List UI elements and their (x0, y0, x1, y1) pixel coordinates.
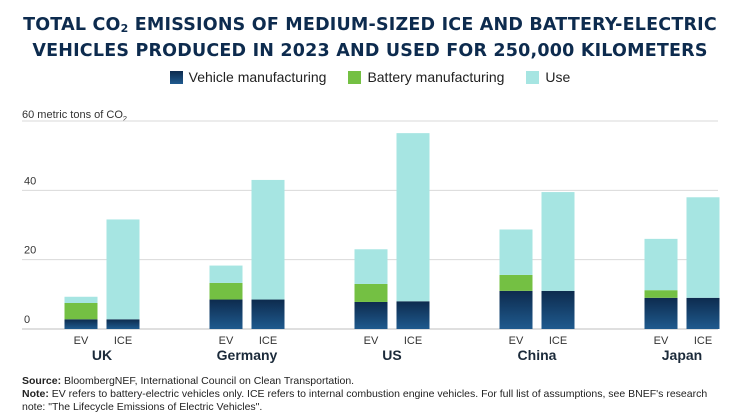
bar-use-segment (354, 249, 388, 284)
legend: Vehicle manufacturing Battery manufactur… (0, 69, 740, 85)
y-tick-label: 40 (24, 175, 36, 187)
bar-vehicle-segment (686, 297, 720, 329)
bar-vehicle-segment (396, 301, 430, 329)
x-tick-label: EV (364, 335, 379, 347)
group-label: Japan (662, 347, 702, 363)
x-tick-label: EV (654, 335, 669, 347)
y-axis-label: 60 metric tons of CO2 (22, 109, 128, 124)
legend-swatch-vehicle (169, 70, 183, 84)
bar-vehicle-segment (106, 319, 140, 329)
bar-vehicle-segment (644, 297, 678, 329)
x-tick-label: EV (219, 335, 234, 347)
bar-vehicle-segment (541, 290, 575, 329)
x-tick-label: EV (509, 335, 524, 347)
group-label: US (382, 347, 401, 363)
bar-vehicle-segment (251, 299, 285, 329)
footnote: Note: EV refers to battery-electric vehi… (22, 388, 708, 413)
bar-use-segment (106, 219, 140, 320)
bar-vehicle-segment (499, 290, 533, 329)
bar-battery-segment (354, 283, 388, 302)
y-tick-label: 0 (24, 314, 30, 326)
legend-label-use: Use (545, 69, 571, 85)
group-label: UK (92, 347, 112, 363)
bar-use-segment (541, 192, 575, 291)
legend-item-use: Use (526, 69, 570, 85)
legend-swatch-use (526, 70, 540, 84)
x-tick-label: ICE (114, 335, 132, 347)
bar-battery-segment (64, 303, 98, 320)
bar-use-segment (686, 197, 720, 298)
group-label: Germany (217, 347, 278, 363)
legend-label-vehicle: Vehicle manufacturing (188, 69, 327, 85)
bar-use-segment (251, 179, 285, 300)
bar-vehicle-segment (354, 301, 388, 329)
group-label: China (518, 347, 557, 363)
bar-vehicle-segment (209, 299, 243, 329)
x-tick-label: ICE (549, 335, 567, 347)
x-tick-label: ICE (404, 335, 422, 347)
bar-use-segment (644, 238, 678, 291)
y-tick-label: 20 (24, 245, 36, 257)
bar-use-segment (499, 229, 533, 275)
x-tick-label: EV (74, 335, 89, 347)
bar-use-segment (64, 296, 98, 303)
source-note: Source: BloombergNEF, International Coun… (22, 375, 355, 387)
bar-use-segment (396, 133, 430, 302)
chart-title: TOTAL CO2 EMISSIONS OF MEDIUM-SIZED ICE … (23, 15, 717, 61)
legend-label-battery: Battery manufacturing (367, 69, 505, 85)
legend-swatch-battery (348, 70, 362, 84)
x-tick-label: ICE (259, 335, 277, 347)
bar-battery-segment (644, 290, 678, 298)
legend-item-vehicle-manufacturing: Vehicle manufacturing (169, 69, 327, 85)
bar-use-segment (209, 265, 243, 283)
bar-vehicle-segment (64, 319, 98, 329)
bar-battery-segment (209, 282, 243, 300)
bar-battery-segment (499, 274, 533, 291)
x-tick-label: ICE (694, 335, 712, 347)
legend-item-battery-manufacturing: Battery manufacturing (348, 69, 504, 85)
